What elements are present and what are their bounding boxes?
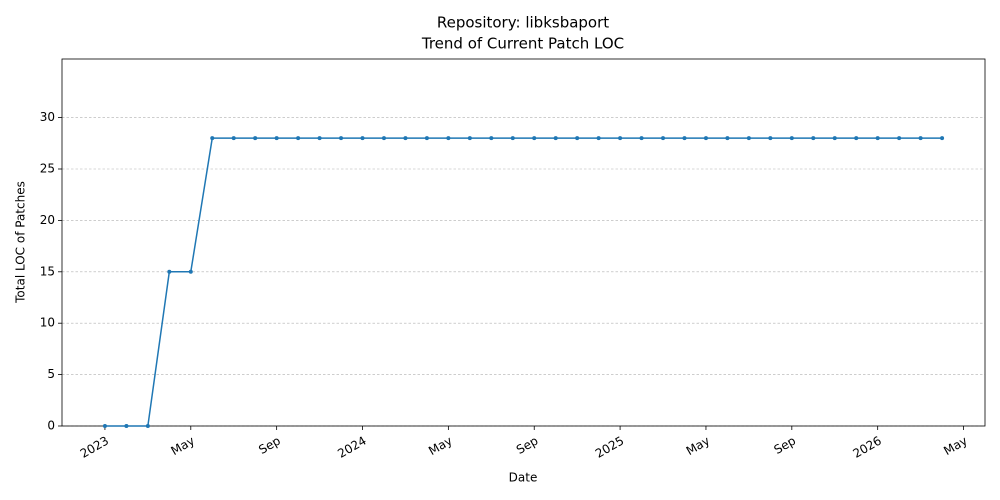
y-tick-label: 25 <box>40 161 55 175</box>
marker <box>424 136 429 141</box>
marker <box>167 269 172 274</box>
marker <box>703 136 708 141</box>
marker <box>317 136 322 141</box>
marker <box>596 136 601 141</box>
marker <box>296 136 301 141</box>
marker <box>854 136 859 141</box>
x-tick-label: May <box>684 434 712 459</box>
marker <box>725 136 730 141</box>
marker <box>940 136 945 141</box>
marker <box>639 136 644 141</box>
marker <box>145 424 150 428</box>
marker <box>403 136 408 141</box>
y-tick-label: 15 <box>40 264 55 278</box>
marker <box>575 136 580 141</box>
y-tick-label: 30 <box>40 110 55 124</box>
y-axis-label: Total LOC of Patches <box>14 181 28 304</box>
y-tick-label: 20 <box>40 213 55 227</box>
marker <box>832 136 837 141</box>
marker <box>918 136 923 141</box>
x-tick-label: May <box>169 434 197 459</box>
y-tick-label: 5 <box>47 367 55 381</box>
chart-subtitle: Trend of Current Patch LOC <box>421 35 624 53</box>
marker <box>682 136 687 141</box>
marker <box>897 136 902 141</box>
marker <box>102 424 107 428</box>
marker <box>768 136 773 141</box>
marker <box>467 136 472 141</box>
chart-title: Repository: libksbaport <box>437 14 609 32</box>
y-tick-label: 0 <box>47 419 55 433</box>
marker <box>746 136 751 141</box>
x-tick-label: May <box>941 434 969 459</box>
marker <box>446 136 451 141</box>
x-tick-label: Sep <box>514 434 541 457</box>
x-tick-label: Sep <box>771 434 798 457</box>
marker <box>210 136 215 141</box>
marker <box>532 136 537 141</box>
marker <box>661 136 666 141</box>
x-tick-label: 2024 <box>335 434 368 461</box>
x-tick-label: Sep <box>256 434 283 457</box>
marker <box>253 136 258 141</box>
marker <box>339 136 344 141</box>
plot-frame <box>61 58 986 427</box>
marker <box>381 136 386 141</box>
marker <box>789 136 794 141</box>
marker <box>875 136 880 141</box>
marker <box>188 269 193 274</box>
x-tick-label: 2023 <box>78 434 111 461</box>
marker <box>360 136 365 141</box>
line <box>104 137 943 427</box>
marker <box>489 136 494 141</box>
marker <box>618 136 623 141</box>
marker <box>124 424 129 428</box>
x-tick-label: 2025 <box>593 434 626 461</box>
marker <box>553 136 558 141</box>
marker <box>811 136 816 141</box>
y-tick-label: 10 <box>40 316 55 330</box>
x-tick-label: May <box>426 434 454 459</box>
x-axis-label: Date <box>509 471 538 485</box>
marker <box>274 136 279 141</box>
marker <box>231 136 236 141</box>
marker <box>510 136 515 141</box>
x-tick-label: 2026 <box>850 434 883 461</box>
